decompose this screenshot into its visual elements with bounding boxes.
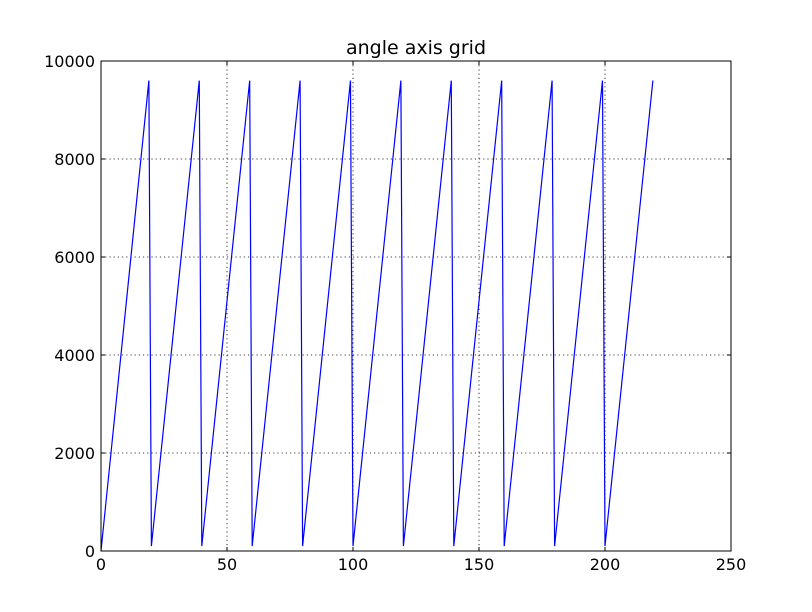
y-tick-label: 8000	[54, 150, 95, 169]
x-tick-label: 250	[716, 555, 747, 574]
grid-lines	[100, 60, 732, 552]
x-axis-tick-labels: 0 50 100 150 200 250	[96, 555, 746, 574]
y-tick-label: 0	[85, 542, 95, 561]
y-tick-label: 10000	[44, 52, 95, 71]
y-tick-label: 6000	[54, 248, 95, 267]
x-tick-label: 100	[338, 555, 369, 574]
x-tick-label: 150	[464, 555, 495, 574]
chart-title: angle axis grid	[346, 37, 486, 59]
y-axis-tick-labels: 0 2000 4000 6000 8000 10000	[44, 52, 95, 561]
series-line-0	[100, 80, 654, 552]
x-tick-label: 200	[590, 555, 621, 574]
plot-frame	[100, 60, 732, 552]
y-tick-label: 2000	[54, 444, 95, 463]
x-tick-label: 50	[217, 555, 237, 574]
series-layer	[100, 80, 654, 552]
tick-marks	[100, 60, 732, 552]
x-tick-label: 0	[96, 555, 106, 574]
y-tick-label: 4000	[54, 346, 95, 365]
